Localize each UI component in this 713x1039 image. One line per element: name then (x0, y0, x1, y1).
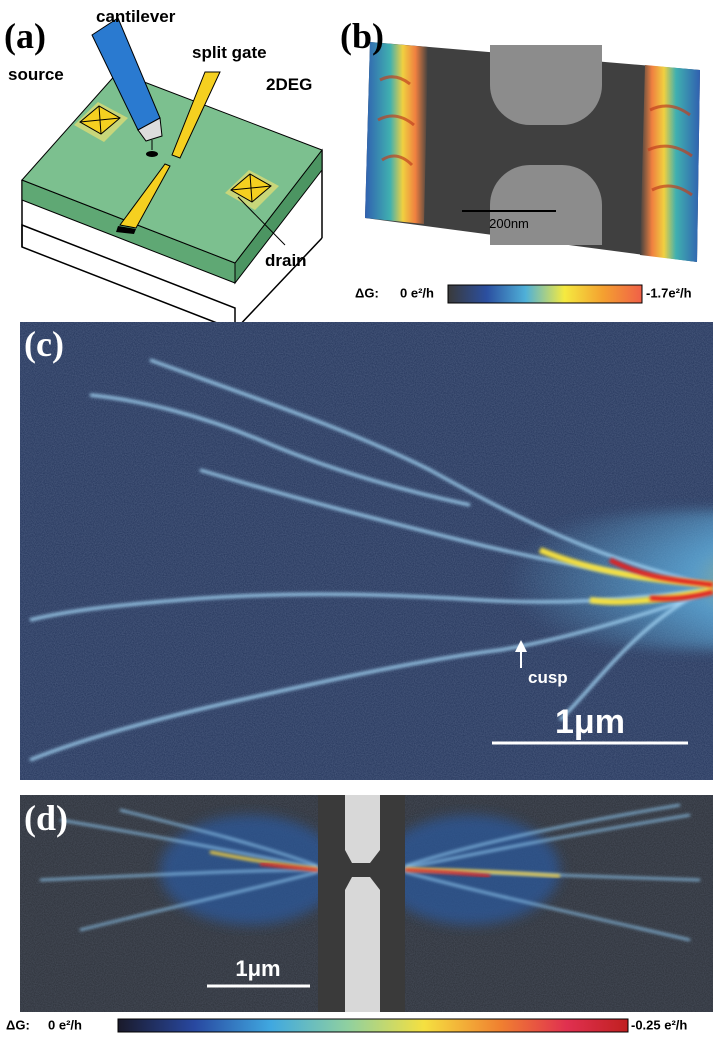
panel-label: (a) (4, 16, 46, 56)
gate-top (345, 795, 380, 863)
label-drain: drain (265, 251, 307, 270)
colorbar-title: ΔG: (355, 285, 379, 300)
colorbar-min: 0 e²/h (48, 1017, 82, 1032)
panel-b: 200nm (b) ΔG: 0 e²/h -1.7e²/h (340, 16, 700, 303)
left-signal (365, 42, 428, 224)
colorbar-max: -1.7e²/h (646, 285, 692, 300)
colorbar-min: 0 e²/h (400, 285, 434, 300)
right-signal (640, 65, 700, 262)
tip-spot (146, 151, 158, 157)
panel-a: (a) cantilever split gate source 2DEG dr… (4, 7, 322, 330)
panel-label: (c) (24, 324, 64, 364)
gate-bottom (345, 877, 380, 1012)
gate-top (490, 45, 602, 85)
figure: (a) cantilever split gate source 2DEG dr… (0, 0, 713, 1039)
label-source: source (8, 65, 64, 84)
scale-bar-label: 200nm (489, 216, 529, 231)
slab-top (22, 72, 322, 263)
colorbar-max: -0.25 e²/h (631, 1017, 687, 1032)
panel-d: 1μm (d) ΔG: 0 e²/h -0.25 e²/h (6, 795, 713, 1032)
label-2deg: 2DEG (266, 75, 312, 94)
annotation-cusp: cusp (528, 668, 568, 687)
scale-bar-label: 1μm (235, 956, 280, 981)
colorbar (448, 285, 642, 303)
scale-bar-label: 1μm (555, 703, 625, 741)
label-cantilever: cantilever (96, 7, 176, 26)
colorbar (118, 1019, 628, 1032)
panel-label: (b) (340, 16, 384, 56)
panel-label: (d) (24, 798, 68, 838)
panel-c: cusp 1μm (c) (20, 322, 713, 780)
label-split-gate: split gate (192, 43, 267, 62)
colorbar-title: ΔG: (6, 1017, 30, 1032)
page: {"panel_a": {"label": "(a)", "cantilever… (0, 0, 713, 1039)
